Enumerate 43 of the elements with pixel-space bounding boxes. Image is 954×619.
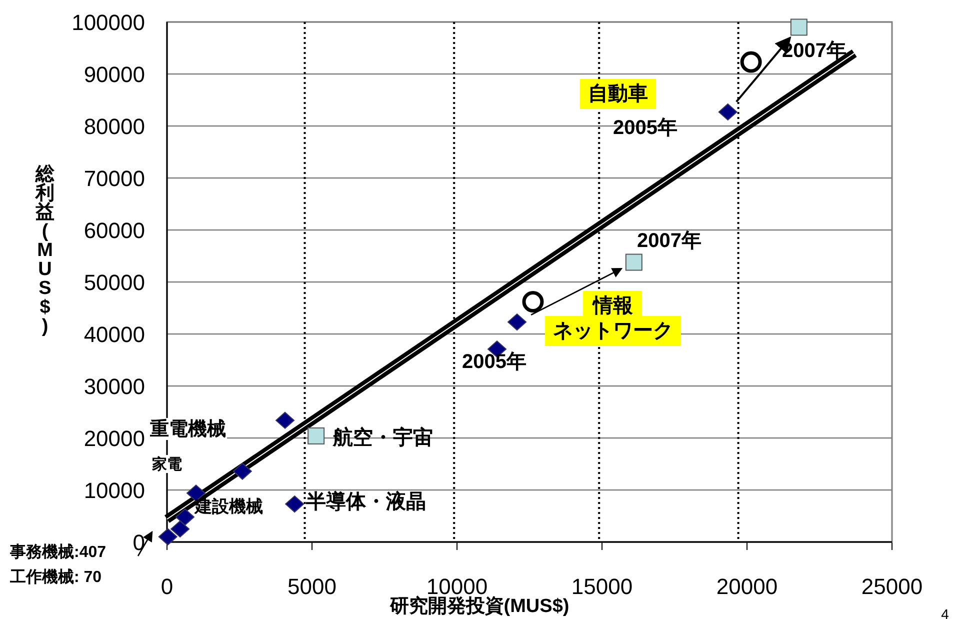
y-tick-label: 100000 [72, 10, 145, 35]
x-tick-label: 0 [160, 574, 174, 599]
annotation: 2007年 [637, 230, 702, 252]
annotation: 重電機械 [149, 418, 226, 440]
annotation: 半導体・液晶 [305, 490, 426, 513]
point [740, 51, 762, 73]
y-tick-label: 70000 [84, 166, 145, 191]
text: 総利益(MUS$) [36, 164, 54, 337]
point [522, 291, 544, 313]
annotation: 自動車 [588, 83, 648, 105]
annotation: 航空・宇宙 [332, 426, 433, 449]
x-tick-label: 20000 [716, 574, 778, 599]
y-tick-label: 40000 [84, 322, 145, 347]
annotation: 家電 [151, 455, 182, 473]
point [508, 314, 527, 331]
y-tick-label: 50000 [84, 270, 145, 295]
text: 4 [941, 606, 950, 619]
y-tick-label: 30000 [84, 374, 145, 399]
point [718, 103, 738, 120]
y-tick-label: 0 [132, 530, 145, 555]
y-tick-label: 60000 [84, 218, 145, 243]
annotation: 2005年 [613, 117, 678, 139]
x-tick-label: 5000 [288, 574, 336, 599]
point [285, 496, 304, 513]
point [790, 18, 808, 36]
text: 事務機械:407 [9, 543, 106, 561]
point [276, 412, 295, 429]
y-tick-label: 90000 [84, 62, 145, 87]
annotation: 情報 [591, 295, 634, 317]
point [232, 462, 252, 480]
y-tick-label: 20000 [84, 426, 145, 451]
y-tick-label: 80000 [84, 114, 145, 139]
y-tick-label: 10000 [84, 478, 145, 503]
annotation: ネットワーク [553, 320, 673, 342]
text: 工作機械: 70 [9, 568, 102, 586]
point [170, 520, 190, 538]
point [308, 427, 325, 444]
point [158, 528, 178, 546]
annotation: 2005年 [462, 351, 526, 373]
point [175, 508, 194, 526]
x-tick-label: 25000 [861, 574, 923, 599]
x-tick-label: 15000 [571, 574, 633, 599]
point [625, 254, 642, 271]
